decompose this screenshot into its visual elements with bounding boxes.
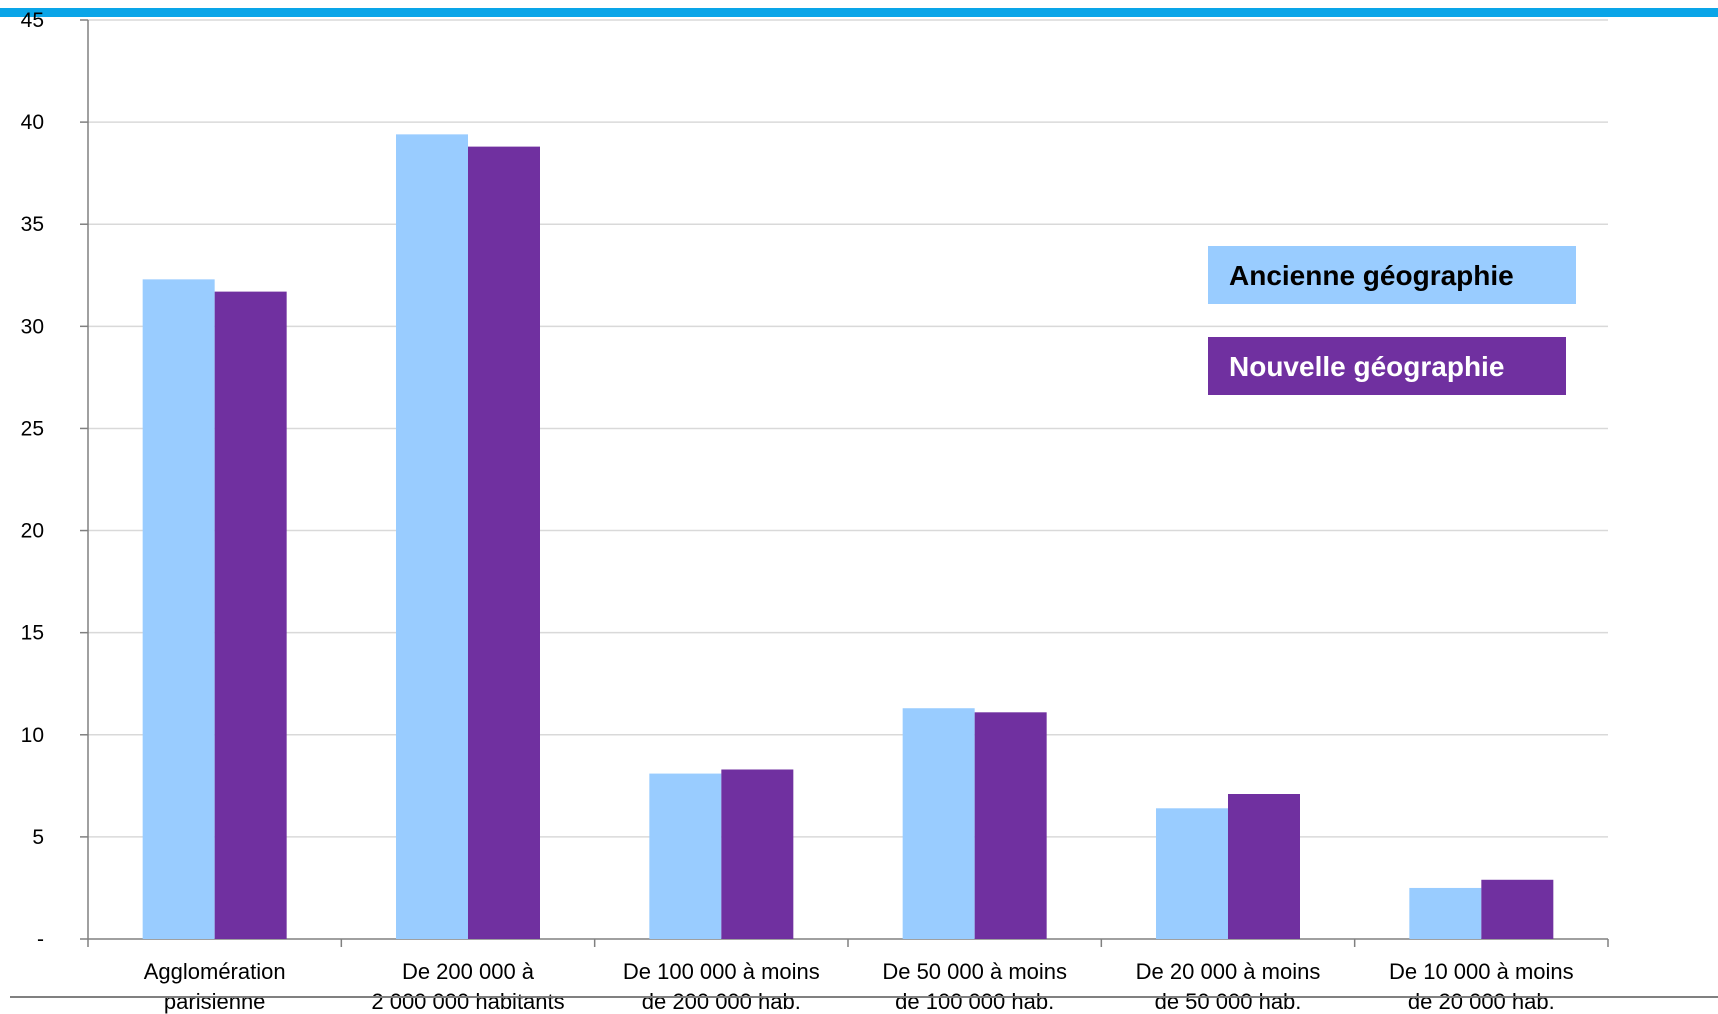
category-label: Agglomération [144, 959, 286, 984]
category-label: De 10 000 à moins [1389, 959, 1574, 984]
bar-ancienne [396, 134, 468, 939]
y-tick-label: 30 [21, 315, 44, 338]
category-label: de 50 000 hab. [1155, 989, 1302, 1014]
y-tick-label: 15 [21, 622, 44, 645]
bar-ancienne [1156, 808, 1228, 939]
y-tick-label: 45 [21, 9, 44, 32]
bar-nouvelle [721, 769, 794, 939]
bar-ancienne [649, 773, 722, 939]
y-tick-label: - [37, 928, 44, 951]
category-label: De 50 000 à moins [882, 959, 1067, 984]
top-band [0, 8, 1718, 17]
bar-ancienne [142, 279, 215, 940]
category-label: De 100 000 à moins [623, 959, 820, 984]
category-label: De 20 000 à moins [1136, 959, 1321, 984]
category-label: parisienne [164, 989, 266, 1014]
bar-nouvelle [1481, 879, 1554, 939]
legend-label-nouvelle: Nouvelle géographie [1229, 351, 1504, 382]
category-label: 2 000 000 habitants [371, 989, 564, 1014]
bar-nouvelle [468, 146, 540, 939]
legend-swatch-ancienne [1208, 246, 1576, 304]
legend-swatch-nouvelle [1208, 337, 1566, 395]
bar-nouvelle [1228, 794, 1300, 939]
category-label: De 200 000 à [402, 959, 535, 984]
bar-ancienne [902, 708, 975, 939]
legend-label-ancienne: Ancienne géographie [1229, 260, 1514, 291]
bar-nouvelle [974, 712, 1047, 939]
category-label: de 20 000 hab. [1408, 989, 1555, 1014]
y-tick-label: 40 [21, 111, 44, 134]
category-label: de 200 000 hab. [642, 989, 801, 1014]
bar-nouvelle [214, 291, 287, 939]
y-tick-label: 5 [32, 826, 44, 849]
category-label: de 100 000 hab. [895, 989, 1054, 1014]
bar-ancienne [1409, 887, 1482, 939]
y-tick-label: 35 [21, 213, 44, 236]
y-tick-label: 20 [21, 520, 44, 543]
y-tick-label: 25 [21, 417, 44, 440]
y-tick-label: 10 [21, 724, 44, 747]
